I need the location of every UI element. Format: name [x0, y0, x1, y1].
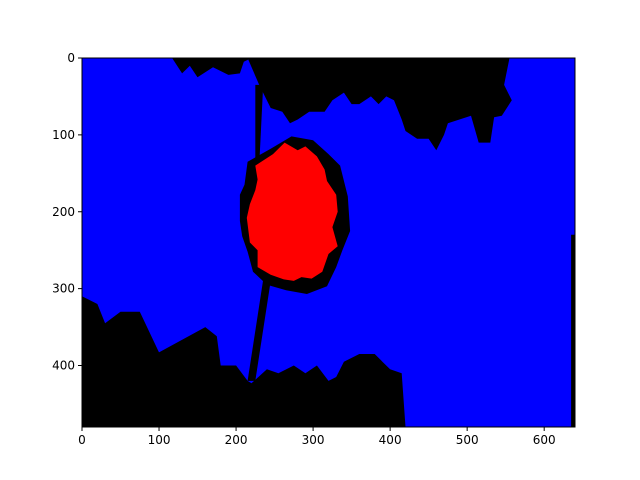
- y-tick-label: 400: [52, 359, 75, 373]
- x-axis: 0 100 200 300 400 500 600: [78, 427, 556, 447]
- region-boundary: [571, 234, 575, 427]
- region-target: [246, 142, 338, 281]
- region-boundary: [172, 58, 252, 78]
- x-tick-label: 500: [456, 433, 479, 447]
- y-tick-label: 100: [52, 128, 75, 142]
- y-tick-label: 200: [52, 205, 75, 219]
- region-boundary: [82, 296, 406, 427]
- region-boundary: [247, 280, 271, 381]
- y-axis: 0 100 200 300 400: [52, 51, 82, 373]
- y-tick-label: 300: [52, 282, 75, 296]
- y-tick-label: 0: [67, 51, 75, 65]
- plot-frame: [81, 57, 576, 428]
- x-tick-label: 400: [379, 433, 402, 447]
- region-boundary: [255, 84, 263, 166]
- image-regions: [82, 58, 575, 427]
- x-tick-label: 100: [148, 433, 171, 447]
- region-boundary: [247, 58, 512, 151]
- x-tick-label: 600: [533, 433, 556, 447]
- x-tick-label: 0: [78, 433, 86, 447]
- x-tick-label: 200: [225, 433, 248, 447]
- x-tick-label: 300: [302, 433, 325, 447]
